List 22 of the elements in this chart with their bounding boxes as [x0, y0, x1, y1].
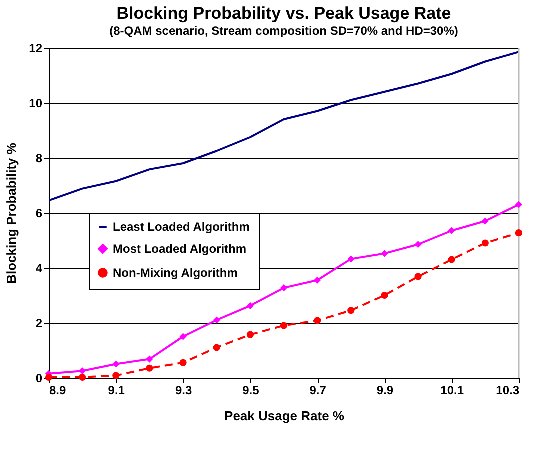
chart-title: Blocking Probability vs. Peak Usage Rate: [116, 4, 452, 23]
y-axis-title: Blocking Probability %: [4, 142, 20, 284]
y-tick-label: 0: [36, 372, 43, 386]
y-tick-label: 12: [29, 42, 43, 56]
x-tick-label: 9.9: [376, 384, 394, 398]
y-tick-label: 8: [36, 152, 43, 166]
y-tick-label: 4: [36, 262, 43, 276]
x-axis-title: Peak Usage Rate %: [224, 408, 345, 424]
x-tick-label: 9.5: [242, 384, 260, 398]
legend-label: Least Loaded Algorithm: [113, 220, 250, 234]
chart-subtitle: (8-QAM scenario, Stream composition SD=70% and HD=30%): [110, 24, 458, 38]
x-tick-label: 9.3: [175, 384, 192, 398]
x-tick-label: 10.3: [496, 384, 520, 398]
x-tick-label: 9.1: [108, 384, 126, 398]
legend-label: Non-Mixing Algorithm: [113, 266, 238, 280]
y-tick-label: 6: [36, 206, 43, 220]
y-tick-label: 2: [36, 316, 43, 330]
x-tick-label: 10.1: [440, 384, 464, 398]
x-tick-label: 8.9: [50, 384, 67, 398]
x-tick-label: 9.7: [310, 384, 327, 398]
legend-label: Most Loaded Algorithm: [113, 242, 247, 256]
y-tick-label: 10: [29, 96, 43, 110]
